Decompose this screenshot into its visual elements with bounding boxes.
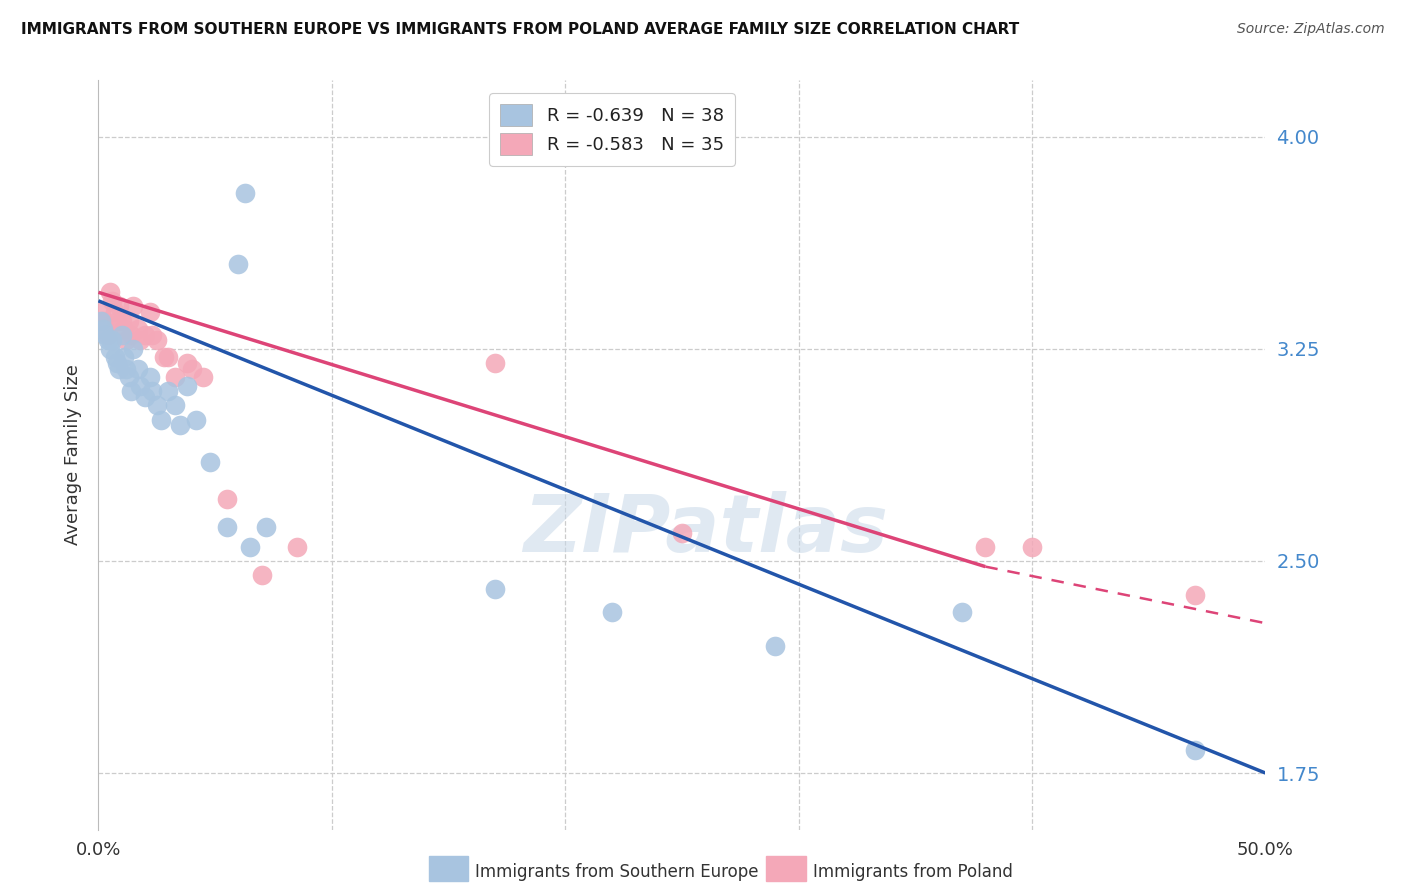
Point bbox=[1184, 588, 1206, 602]
Point bbox=[122, 342, 145, 356]
Point bbox=[152, 351, 174, 365]
Point bbox=[157, 351, 180, 365]
Text: Source: ZipAtlas.com: Source: ZipAtlas.com bbox=[1237, 22, 1385, 37]
Point bbox=[176, 378, 198, 392]
Point bbox=[91, 322, 114, 336]
Point bbox=[112, 351, 135, 365]
Point bbox=[1021, 540, 1043, 554]
Point bbox=[169, 418, 191, 433]
Point bbox=[111, 313, 134, 327]
Y-axis label: Average Family Size: Average Family Size bbox=[63, 365, 82, 545]
Point bbox=[1184, 743, 1206, 757]
Point bbox=[180, 361, 202, 376]
Point bbox=[600, 605, 623, 619]
Point bbox=[101, 334, 124, 348]
Point bbox=[105, 313, 128, 327]
Point bbox=[763, 639, 786, 653]
Point bbox=[256, 520, 278, 534]
Point bbox=[101, 293, 124, 308]
Point bbox=[108, 361, 131, 376]
Point bbox=[98, 285, 121, 300]
Point bbox=[118, 370, 141, 384]
Point bbox=[118, 313, 141, 327]
Point bbox=[176, 356, 198, 370]
Point bbox=[120, 384, 142, 399]
Point bbox=[94, 322, 117, 336]
Point bbox=[129, 334, 152, 348]
Point bbox=[134, 327, 156, 342]
Point bbox=[157, 384, 180, 399]
Point bbox=[235, 186, 257, 201]
Point bbox=[484, 582, 506, 597]
Text: ZIPatlas: ZIPatlas bbox=[523, 491, 887, 569]
Point bbox=[134, 390, 156, 404]
Point bbox=[98, 342, 121, 356]
Point bbox=[90, 305, 112, 319]
Point bbox=[127, 322, 149, 336]
Point bbox=[105, 356, 128, 370]
Point bbox=[239, 540, 262, 554]
Point bbox=[193, 370, 215, 384]
Point bbox=[97, 334, 120, 348]
Point bbox=[127, 361, 149, 376]
Point bbox=[122, 300, 145, 314]
Point bbox=[250, 568, 273, 582]
Text: IMMIGRANTS FROM SOUTHERN EUROPE VS IMMIGRANTS FROM POLAND AVERAGE FAMILY SIZE CO: IMMIGRANTS FROM SOUTHERN EUROPE VS IMMIG… bbox=[21, 22, 1019, 37]
Point bbox=[671, 525, 693, 540]
Point bbox=[97, 327, 120, 342]
Point bbox=[146, 334, 169, 348]
Point bbox=[115, 361, 138, 376]
Point bbox=[165, 370, 187, 384]
Point bbox=[129, 378, 152, 392]
Point bbox=[165, 399, 187, 413]
Point bbox=[108, 300, 131, 314]
Point bbox=[974, 540, 997, 554]
Point bbox=[139, 370, 162, 384]
Point bbox=[91, 313, 114, 327]
Point bbox=[484, 356, 506, 370]
Point bbox=[111, 327, 134, 342]
Point bbox=[141, 327, 163, 342]
Point bbox=[215, 491, 238, 506]
Point bbox=[200, 455, 222, 469]
Point bbox=[115, 334, 138, 348]
Point bbox=[285, 540, 308, 554]
Point bbox=[228, 257, 250, 271]
Point bbox=[90, 313, 112, 327]
Point bbox=[120, 327, 142, 342]
Point bbox=[146, 399, 169, 413]
Point bbox=[104, 305, 127, 319]
Point bbox=[94, 327, 117, 342]
Point bbox=[141, 384, 163, 399]
Point bbox=[112, 322, 135, 336]
Point bbox=[104, 351, 127, 365]
Point bbox=[150, 412, 173, 426]
Point bbox=[950, 605, 973, 619]
Point bbox=[186, 412, 208, 426]
Text: Immigrants from Poland: Immigrants from Poland bbox=[813, 863, 1012, 881]
Point bbox=[139, 305, 162, 319]
Legend: R = -0.639   N = 38, R = -0.583   N = 35: R = -0.639 N = 38, R = -0.583 N = 35 bbox=[489, 93, 735, 166]
Point bbox=[215, 520, 238, 534]
Text: Immigrants from Southern Europe: Immigrants from Southern Europe bbox=[475, 863, 759, 881]
